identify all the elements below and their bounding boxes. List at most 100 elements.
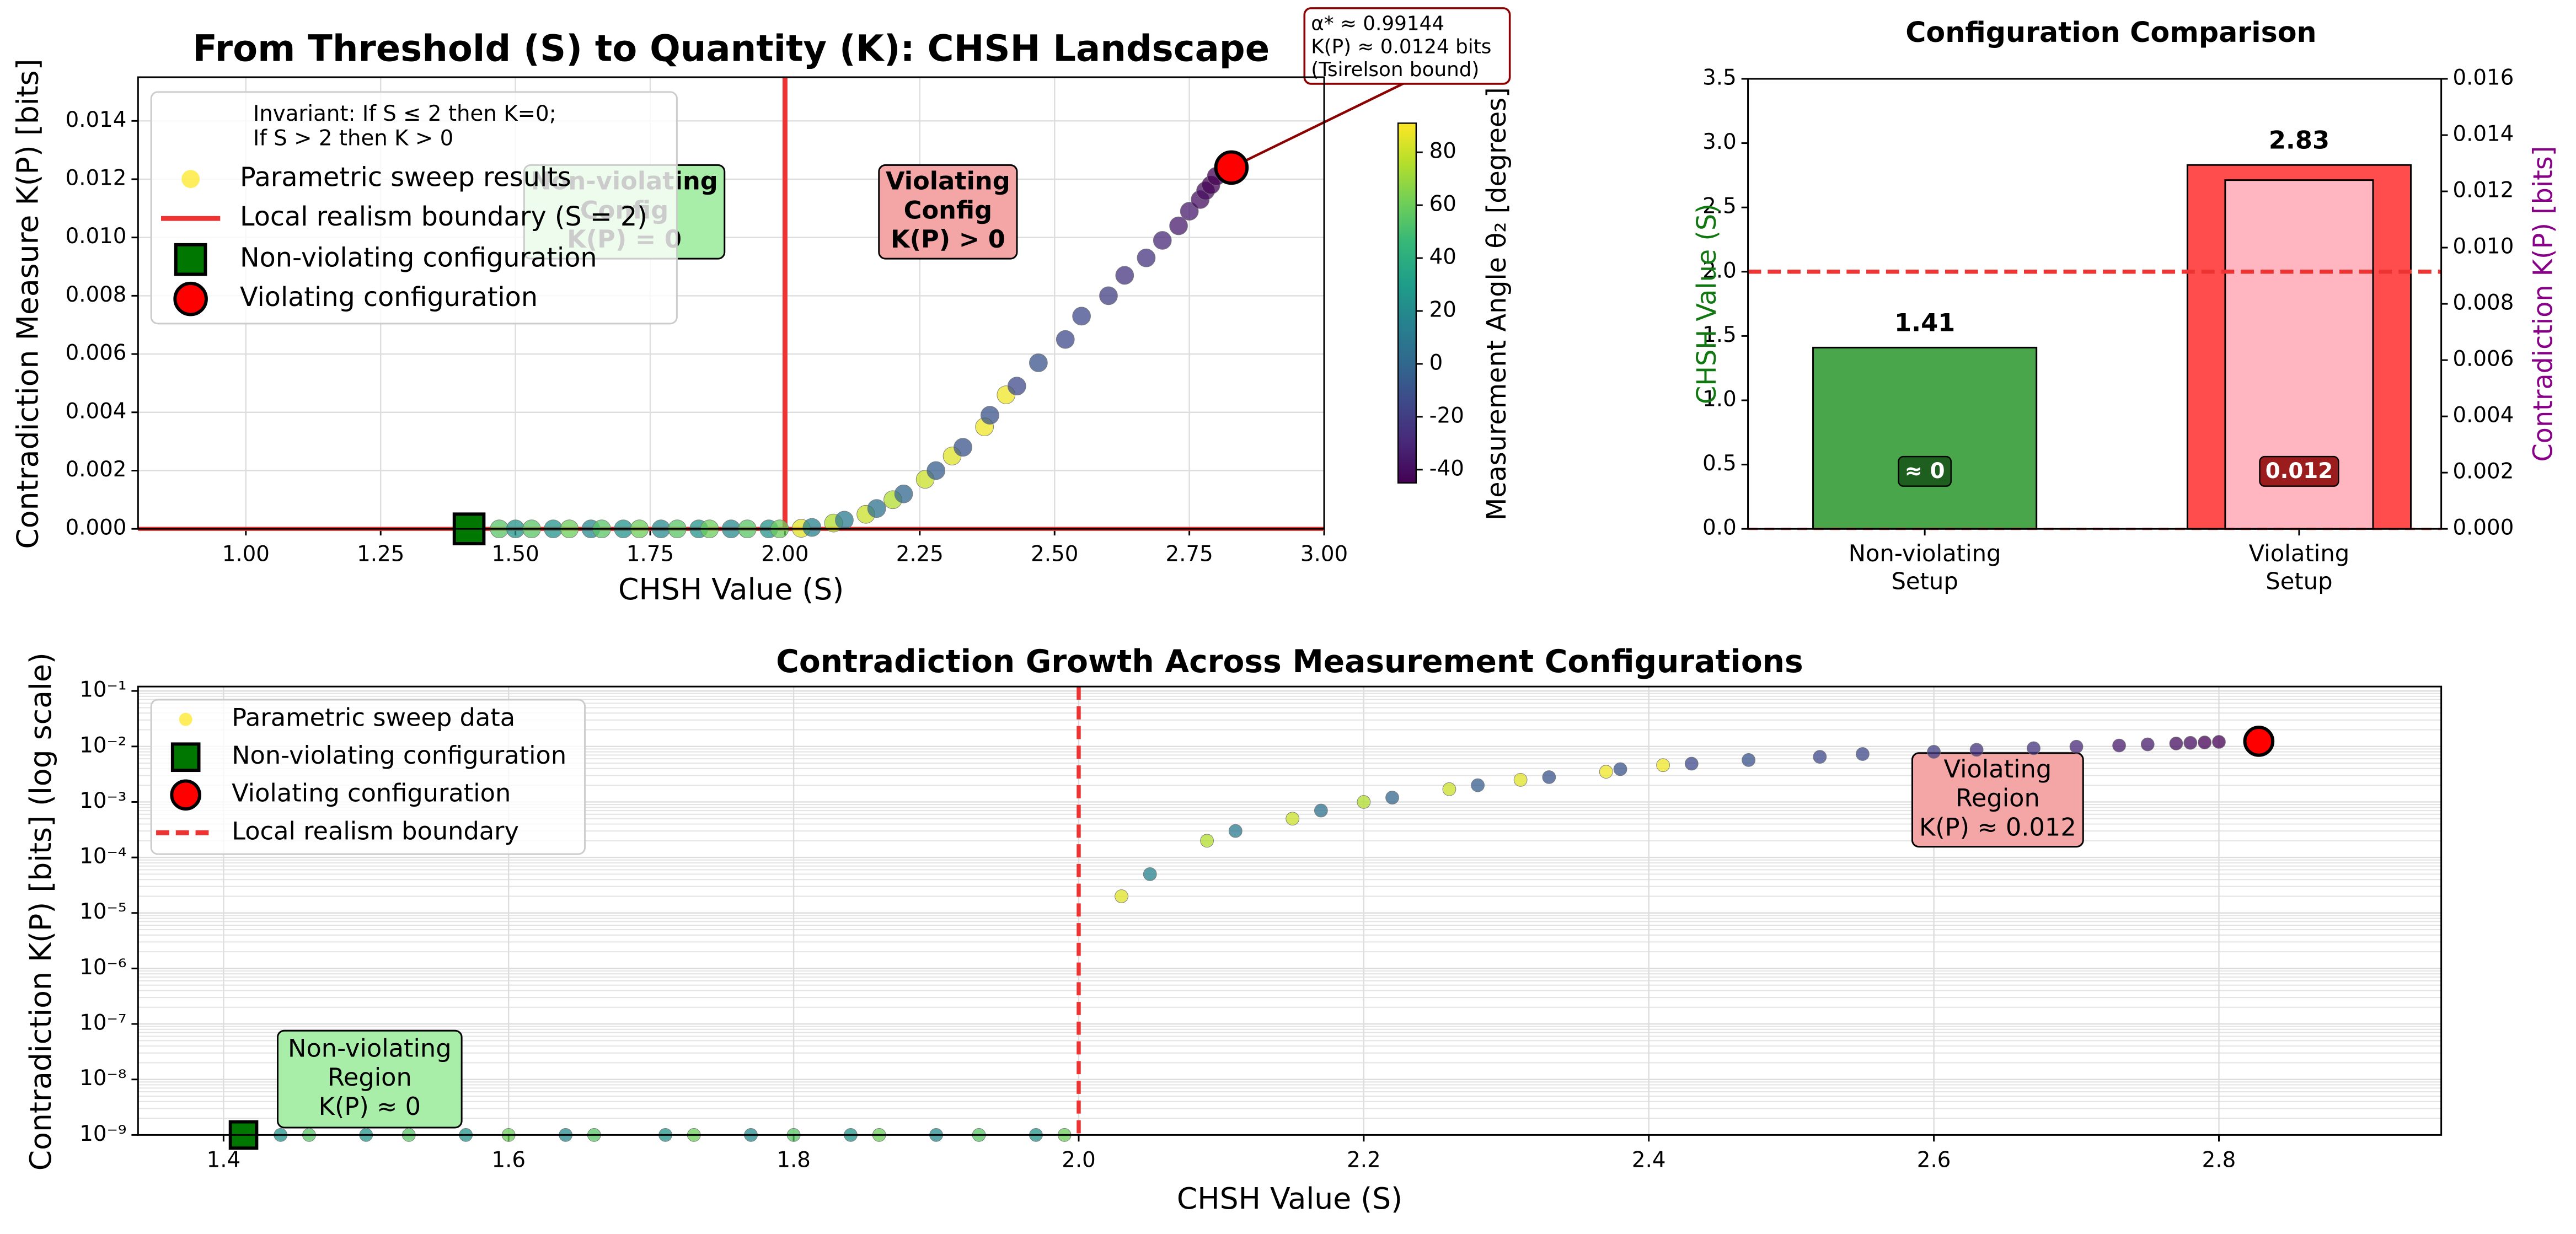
sweep-point: [1656, 758, 1670, 772]
legend-label: Parametric sweep results: [240, 163, 571, 193]
y-tick-label: 1.5: [1702, 323, 1737, 347]
x-tick-label: 2.25: [896, 541, 944, 566]
value-label: 1.41: [1894, 309, 1955, 337]
y-tick-label: 0.0: [1702, 516, 1737, 540]
x-tick-label: 2.4: [1632, 1148, 1666, 1173]
marker-square: [174, 243, 207, 276]
sweep-point: [1286, 812, 1300, 826]
y2-axis-label: Contradiction K(P) [bits]: [2528, 146, 2558, 462]
annotation-box: [878, 164, 1018, 260]
sweep-point: [1099, 286, 1118, 305]
chart-title: Configuration Comparison: [1905, 16, 2316, 49]
annotation-box: [1911, 752, 2084, 848]
y2-tick-label: 0.000: [2452, 516, 2514, 540]
annotation-text-line: Violating: [1944, 755, 2052, 784]
y-tick-label: 10⁻⁷: [79, 1011, 126, 1036]
x-tick-label: 2.8: [2202, 1148, 2236, 1173]
y-tick-label: 0.014: [66, 108, 127, 132]
sweep-point: [2198, 736, 2212, 749]
sweep-point: [1115, 889, 1128, 903]
y-tick-label: 0.004: [66, 399, 127, 423]
legend-title: If S > 2 then K > 0: [253, 126, 453, 151]
sweep-point: [1742, 753, 1756, 767]
x-tick-label: 1.4: [207, 1148, 241, 1173]
annotation-text-line: Region: [1956, 784, 2040, 813]
value-label: ≈ 0: [1905, 459, 1945, 484]
chart-title: From Threshold (S) to Quantity (K): CHSH…: [192, 28, 1270, 69]
sweep-point: [894, 484, 913, 503]
y2-tick-label: 0.012: [2452, 178, 2514, 203]
sweep-point: [1007, 377, 1026, 396]
annotation-text-line: K(P) ≈ 0.012: [1919, 813, 2076, 841]
y-tick-label: 0.000: [66, 516, 127, 540]
sweep-point: [1314, 803, 1328, 818]
y-tick-label: 0.006: [66, 341, 127, 366]
sweep-point: [2169, 737, 2183, 750]
sweep-point: [1442, 782, 1456, 796]
legend-label: Parametric sweep data: [232, 704, 515, 732]
plot-frame: [137, 76, 1325, 530]
y-tick-label: 10⁻²: [79, 733, 126, 758]
x-tick-label: 3.00: [1300, 541, 1348, 566]
sweep-point: [1072, 307, 1091, 326]
sweep-point: [2027, 741, 2041, 755]
y-tick-label: 0.012: [66, 165, 127, 190]
annotation-box: [277, 1029, 463, 1129]
x-tick-label: Setup: [2266, 567, 2332, 594]
callout-text: α* ≈ 0.99144: [1311, 13, 1444, 35]
colorbar-label: Measurement Angle θ₂ [degrees]: [1482, 87, 1512, 521]
chart-title: Contradiction Growth Across Measurement …: [776, 643, 1803, 680]
x-tick-label: Non-violating: [1849, 540, 2001, 567]
y-tick-label: 10⁻³: [79, 788, 126, 813]
sweep-point: [1180, 202, 1199, 221]
sweep-point: [1143, 867, 1157, 881]
y-tick-label: 0.002: [66, 457, 127, 482]
y-tick-label: 1.0: [1702, 387, 1737, 411]
x-tick-label: 2.00: [761, 541, 808, 566]
value-label: 0.012: [2266, 459, 2333, 484]
annotation-text-line: Violating: [886, 167, 1010, 196]
colorbar-tick-label: 40: [1429, 245, 1456, 270]
callout-arrow: [1230, 81, 1407, 169]
colorbar-tick-label: -40: [1429, 456, 1464, 481]
sweep-point: [1153, 231, 1172, 250]
x-tick-label: Violating: [2249, 540, 2350, 567]
y-tick-label: 10⁻⁸: [79, 1066, 126, 1091]
y2-tick-label: 0.014: [2452, 122, 2514, 147]
y-axis-label: CHSH Value (S): [1692, 203, 1722, 404]
x-tick-label: 2.50: [1031, 541, 1078, 566]
plot-frame: [1747, 78, 2443, 530]
colorbar-tick-label: -20: [1429, 403, 1464, 428]
marker-circle: [170, 779, 201, 811]
y2-tick-label: 0.016: [2452, 65, 2514, 90]
y-tick-label: 0.5: [1702, 451, 1737, 476]
y-tick-label: 10⁻⁹: [79, 1122, 126, 1146]
y-axis-label: Contradiction Measure K(P) [bits]: [10, 58, 45, 549]
sweep-point: [1385, 791, 1399, 804]
legend-label: Non-violating configuration: [240, 243, 597, 273]
y-tick-label: 10⁻⁴: [79, 844, 126, 869]
sweep-point: [1471, 778, 1485, 792]
sweep-point: [1056, 330, 1075, 349]
y-tick-label: 3.0: [1702, 130, 1737, 154]
x-tick-label: 2.2: [1347, 1148, 1381, 1173]
y-tick-label: 0.010: [66, 224, 127, 249]
y2-tick-label: 0.010: [2452, 234, 2514, 259]
callout-text: (Tsirelson bound): [1311, 58, 1479, 81]
x-tick-label: Setup: [1891, 567, 1958, 594]
marker-circle: [2243, 726, 2275, 757]
x-tick-label: 1.75: [626, 541, 674, 566]
marker-square: [170, 742, 201, 772]
legend-label: Violating configuration: [240, 282, 538, 313]
x-tick-label: 1.6: [491, 1148, 526, 1173]
marker-circle: [1214, 150, 1249, 185]
sweep-point: [1542, 770, 1556, 784]
x-tick-label: 1.50: [492, 541, 539, 566]
sweep-point: [1228, 824, 1243, 838]
annotation-text: Violating Config K(P) > 0: [886, 167, 1010, 254]
sweep-point: [1969, 743, 1984, 757]
sweep-point: [1927, 745, 1941, 759]
colorbar-tick-label: 60: [1429, 192, 1456, 217]
